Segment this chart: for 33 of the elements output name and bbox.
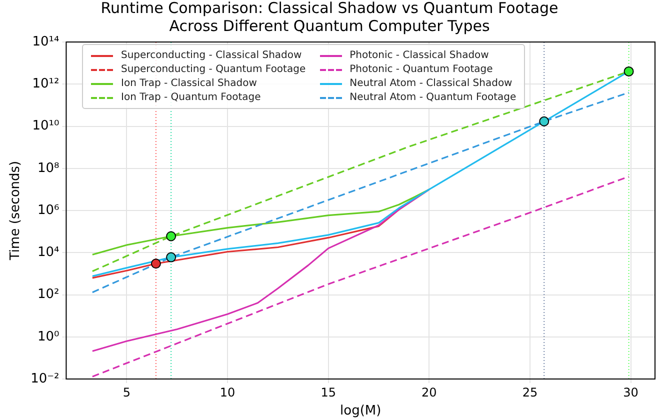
y-tick-label: 10⁴ <box>37 245 60 260</box>
y-tick-label: 10² <box>37 287 60 302</box>
point <box>166 231 176 242</box>
point <box>624 66 634 76</box>
y-tick-label: 10⁻² <box>30 371 60 386</box>
legend-label: Neutral Atom - Classical Shadow <box>350 78 512 89</box>
y-tick-label: 10⁶ <box>37 202 60 218</box>
y-tick-label: 10¹² <box>32 76 60 92</box>
legend-label: Ion Trap - Classical Shadow <box>121 78 257 89</box>
legend-label: Photonic - Quantum Footage <box>350 64 493 75</box>
legend-label: Neutral Atom - Quantum Footage <box>350 92 516 103</box>
x-tick-label: 25 <box>522 385 538 400</box>
y-axis-title: Time (seconds) <box>8 160 24 262</box>
y-tick-label: 10¹⁴ <box>32 34 60 50</box>
x-tick-label: 15 <box>320 385 336 400</box>
x-tick-label: 30 <box>623 385 638 400</box>
legend-label: Ion Trap - Quantum Footage <box>121 92 261 103</box>
legend-label: Superconducting - Quantum Footage <box>121 64 306 75</box>
x-tick-label: 10 <box>220 385 236 400</box>
line-series <box>92 176 630 378</box>
point <box>166 252 176 262</box>
y-tick-label: 10⁸ <box>37 160 60 176</box>
x-tick-label: 20 <box>422 385 437 400</box>
line-series <box>92 92 630 294</box>
point <box>539 116 550 126</box>
point <box>150 258 161 269</box>
chart-title: Runtime Comparison: Classical Shadow vs Quantum Footage Across Different Quantum Computer Types <box>100 0 558 35</box>
x-tick-label: 5 <box>122 385 131 400</box>
y-tick-label: 10¹⁰ <box>32 118 60 134</box>
x-axis-title: log(M) <box>340 404 382 419</box>
y-tick-label: 10⁰ <box>37 329 60 344</box>
legend-label: Photonic - Classical Shadow <box>350 50 489 61</box>
legend-label: Superconducting - Classical Shadow <box>121 50 302 61</box>
